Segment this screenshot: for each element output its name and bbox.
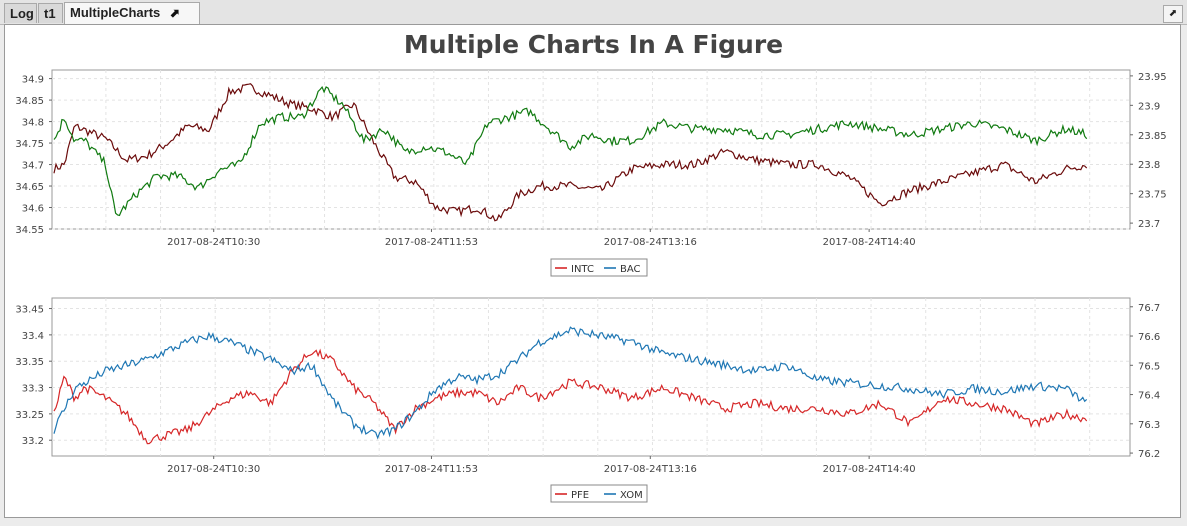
tab-t1[interactable]: t1 bbox=[38, 3, 63, 23]
tab-multiplecharts[interactable]: MultipleCharts ⬈ ✕ bbox=[64, 2, 200, 40]
series-line-intc bbox=[53, 83, 1088, 222]
chart-1: 34.9 34.85 34.8 34.75 34.7 34.65 34.6 34.55 23.9… bbox=[15, 69, 1167, 277]
tab-bar: Log t1 MultipleCharts ⬈ ✕ ⬈ bbox=[0, 0, 1187, 40]
series-line-xom bbox=[53, 326, 1088, 440]
y-right-tick-label: 23.8 bbox=[1138, 160, 1160, 171]
tab-multiplecharts-label: MultipleCharts bbox=[70, 5, 161, 20]
y-left-tick-label: 34.65 bbox=[15, 182, 44, 193]
legend-box bbox=[550, 258, 648, 277]
y-right-tick-label: 76.7 bbox=[1138, 303, 1160, 314]
y-left-tick-label: 33.35 bbox=[15, 357, 44, 368]
legend-label-bac: BAC bbox=[620, 264, 641, 275]
y-left-tick-label: 34.6 bbox=[22, 204, 44, 215]
y-right-tick-label: 76.6 bbox=[1138, 332, 1160, 343]
y-left-tick-label: 34.85 bbox=[15, 96, 44, 107]
tab-log-label: Log bbox=[10, 6, 34, 21]
series-line-bac bbox=[53, 85, 1088, 217]
y-left-tick-label: 33.2 bbox=[22, 436, 44, 447]
plot-area bbox=[51, 297, 1131, 457]
series-line-pfe bbox=[53, 348, 1088, 445]
y-right-tick-label: 23.7 bbox=[1138, 219, 1160, 230]
figure-title: Multiple Charts In A Figure bbox=[403, 30, 784, 59]
x-tick-label: 2017-08-24T14:40 bbox=[823, 464, 916, 475]
y-right-tick-label: 23.85 bbox=[1138, 131, 1167, 142]
y-right-tick-label: 76.5 bbox=[1138, 361, 1160, 372]
maximize-icon[interactable]: ⬈ bbox=[1163, 5, 1183, 23]
x-tick-label: 2017-08-24T14:40 bbox=[823, 237, 916, 248]
x-tick-label: 2017-08-24T13:16 bbox=[604, 464, 697, 475]
legend-box bbox=[550, 484, 648, 503]
tab-t1-label: t1 bbox=[44, 6, 56, 21]
y-right-tick-label: 76.4 bbox=[1138, 391, 1160, 402]
y-left-tick-label: 33.25 bbox=[15, 410, 44, 421]
x-tick-label: 2017-08-24T11:53 bbox=[385, 237, 478, 248]
y-left-tick-label: 34.8 bbox=[22, 118, 44, 129]
y-left-tick-label: 33.3 bbox=[22, 384, 44, 395]
y-left-tick-label: 34.55 bbox=[15, 225, 44, 236]
x-tick-label: 2017-08-24T10:30 bbox=[167, 237, 260, 248]
chart-2: 33.45 33.4 33.35 33.3 33.25 33.2 76.7 76.6 76.5 7… bbox=[15, 297, 1160, 503]
y-right-tick-label: 23.95 bbox=[1138, 72, 1167, 83]
y-left-tick-label: 34.9 bbox=[22, 75, 44, 86]
legend-label-pfe: PFE bbox=[571, 490, 589, 501]
legend-label-xom: XOM bbox=[620, 490, 643, 501]
y-right-tick-label: 76.2 bbox=[1138, 449, 1160, 460]
y-left-tick-label: 33.45 bbox=[15, 305, 44, 316]
tab-log[interactable]: Log bbox=[4, 3, 37, 23]
plot-area bbox=[51, 69, 1131, 230]
popout-icon[interactable]: ⬈ bbox=[169, 6, 180, 20]
y-right-tick-label: 23.75 bbox=[1138, 190, 1167, 201]
x-tick-label: 2017-08-24T11:53 bbox=[385, 464, 478, 475]
x-tick-label: 2017-08-24T13:16 bbox=[604, 237, 697, 248]
y-left-tick-label: 33.4 bbox=[22, 331, 44, 342]
y-left-tick-label: 34.7 bbox=[22, 161, 44, 172]
y-right-tick-label: 76.3 bbox=[1138, 420, 1160, 431]
y-right-tick-label: 23.9 bbox=[1138, 101, 1160, 112]
x-tick-label: 2017-08-24T10:30 bbox=[167, 464, 260, 475]
legend-label-intc: INTC bbox=[571, 264, 594, 275]
y-left-tick-label: 34.75 bbox=[15, 139, 44, 150]
